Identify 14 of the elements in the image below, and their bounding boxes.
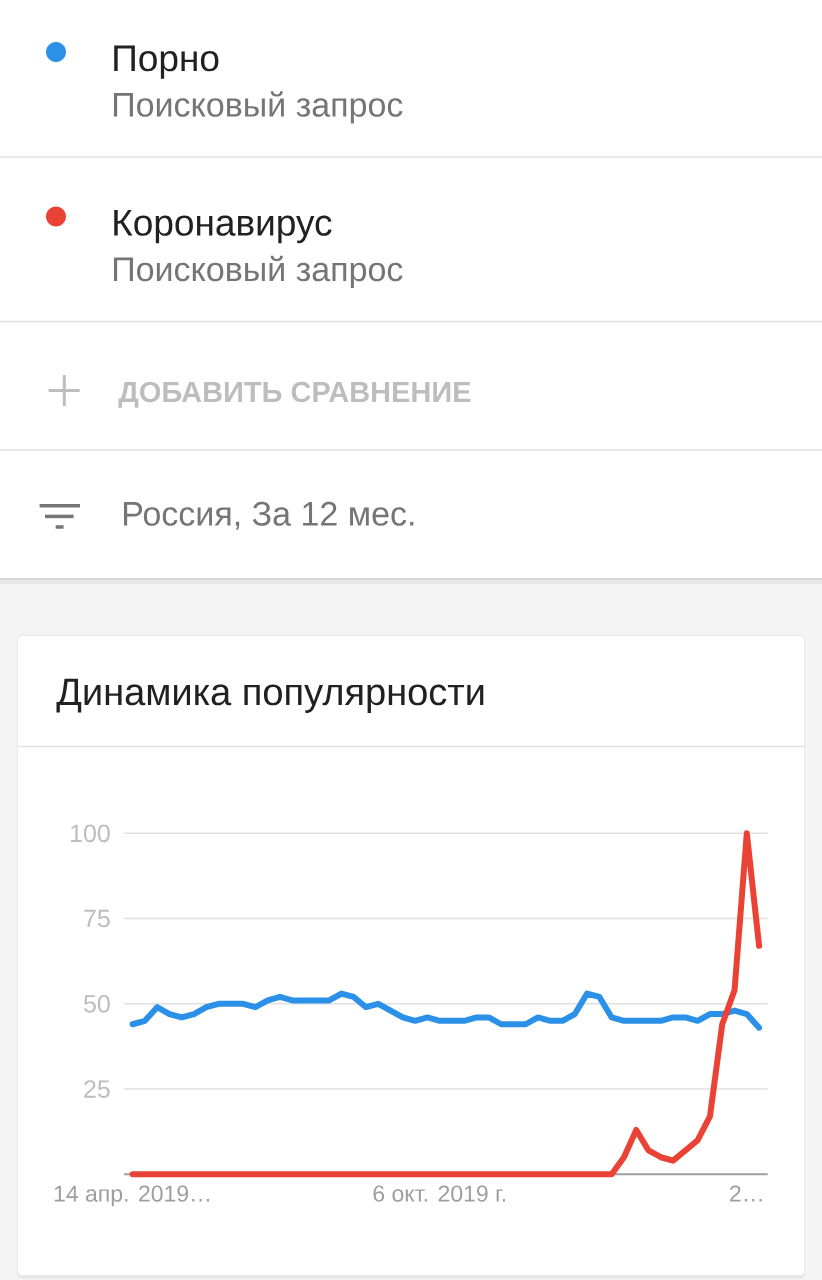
- text: ДОБАВИТЬ СРАВНЕНИЕ: [118, 381, 471, 408]
- y-tick-label: 75: [84, 909, 110, 928]
- text: Поисковый запрос: [113, 255, 403, 289]
- x-tick-label: 2…: [730, 1185, 762, 1202]
- y-tick-label: 100: [70, 824, 110, 843]
- x-tick-label: 6 окт. 2019 г.: [373, 1185, 505, 1202]
- chart-subtitle: Россия, За 12 мес.: [123, 501, 414, 530]
- chart-title: Динамика популярности: [56, 678, 484, 713]
- legend-label: Коронавирус: [114, 210, 332, 244]
- legend-label: Порно: [114, 45, 219, 79]
- text: Поисковый запрос: [113, 91, 403, 124]
- y-tick-label: 50: [83, 994, 110, 1013]
- y-tick-label: 25: [84, 1080, 110, 1098]
- x-tick-label: 14 апр. 2019…: [54, 1185, 210, 1207]
